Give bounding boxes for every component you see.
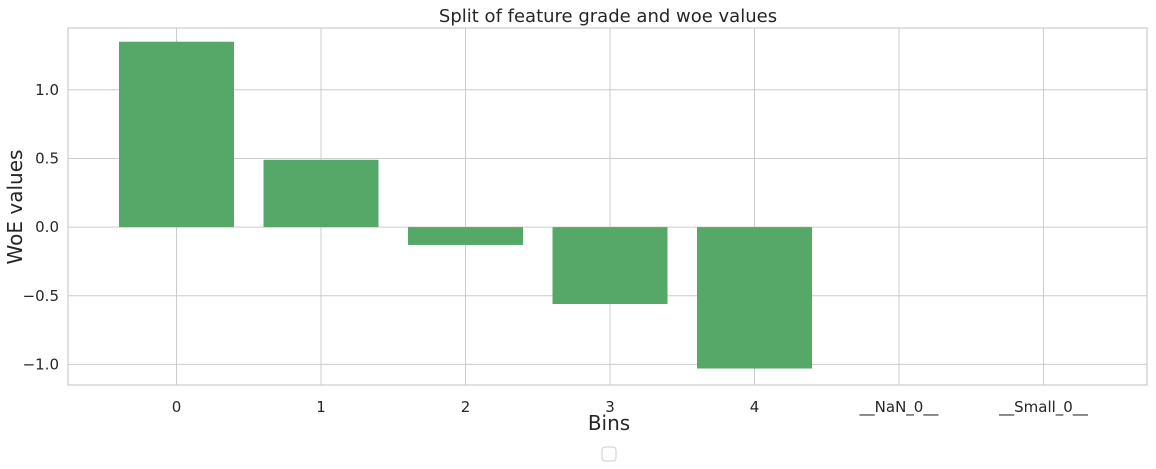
bar [119, 41, 234, 228]
y-tick-label: −0.5 [23, 287, 59, 305]
x-tick-label: 0 [172, 398, 182, 416]
x-tick-label: 3 [605, 398, 615, 416]
x-tick-label: 2 [461, 398, 471, 416]
y-tick-label: 1.0 [35, 81, 59, 99]
bars [119, 41, 812, 369]
x-tick-label: 1 [316, 398, 326, 416]
bar [408, 227, 523, 245]
bar [552, 227, 668, 304]
x-tick-label: 4 [750, 398, 760, 416]
bar [263, 159, 379, 228]
bar [697, 227, 812, 369]
legend-box [601, 446, 617, 462]
y-tick-label: 0.0 [35, 218, 59, 236]
x-tick-label: __Small_0__ [998, 398, 1088, 417]
x-axis-label: Bins [588, 411, 630, 435]
y-tick-labels: 1.0 0.5 0.0 −0.5 −1.0 [23, 81, 59, 374]
plot-frame [67, 27, 1148, 386]
x-tick-labels: 0 1 2 3 4 __NaN_0__ __Small_0__ [172, 398, 1089, 417]
x-tick-label: __NaN_0__ [859, 398, 939, 417]
chart-title: Split of feature grade and woe values [439, 6, 777, 27]
y-tick-label: 0.5 [35, 149, 59, 167]
y-axis-label: WoE values [3, 150, 27, 265]
y-tick-label: −1.0 [23, 355, 59, 373]
